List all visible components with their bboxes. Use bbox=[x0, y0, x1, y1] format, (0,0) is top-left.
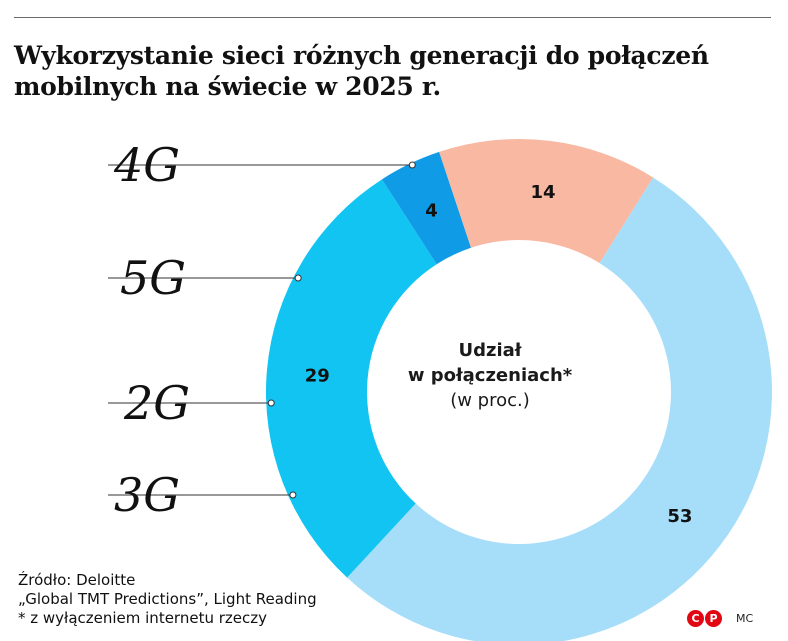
chart-title-line-1: Wykorzystanie sieci różnych generacji do… bbox=[14, 41, 709, 70]
chart-title-line-2: mobilnych na świecie w 2025 r. bbox=[14, 72, 441, 101]
generation-label-2g: 2G bbox=[123, 376, 190, 430]
footnote: * z wyłączeniem internetu rzeczy bbox=[18, 609, 267, 627]
top-rule bbox=[14, 17, 771, 18]
value-label-5g: 14 bbox=[530, 182, 555, 203]
center-label-line-1: Udział bbox=[458, 340, 522, 361]
value-label-4g: 53 bbox=[667, 506, 692, 527]
generation-label-5g: 5G bbox=[120, 251, 186, 305]
slice-3g bbox=[265, 179, 437, 578]
leader-dot-4g bbox=[408, 161, 416, 169]
author-initials: MC bbox=[736, 612, 754, 625]
publisher-logo: C P bbox=[687, 610, 722, 632]
slice-2g bbox=[381, 151, 472, 265]
source-line-2: „Global TMT Predictions”, Light Reading bbox=[18, 590, 317, 608]
donut-center-label: Udział w połączeniach* (w proc.) bbox=[370, 338, 610, 413]
logo-p: P bbox=[705, 610, 722, 627]
leader-dot-2g bbox=[267, 399, 275, 407]
center-label-line-3: (w proc.) bbox=[450, 390, 530, 411]
slice-5g bbox=[439, 138, 654, 264]
center-label-line-2: w połączeniach* bbox=[407, 365, 573, 386]
logo-c: C bbox=[687, 610, 704, 627]
generation-label-4g: 4G bbox=[113, 138, 180, 192]
generation-label-3g: 3G bbox=[114, 468, 180, 522]
leader-dot-3g bbox=[289, 491, 297, 499]
slice-4g bbox=[347, 177, 772, 641]
value-label-2g: 4 bbox=[425, 200, 438, 221]
source-line: Źródło: Deloitte bbox=[18, 571, 136, 589]
value-label-3g: 29 bbox=[305, 365, 330, 386]
leader-dot-5g bbox=[294, 274, 302, 282]
source-footer: Źródło: Deloitte „Global TMT Predictions… bbox=[18, 571, 317, 628]
chart-title: Wykorzystanie sieci różnych generacji do… bbox=[14, 40, 774, 102]
